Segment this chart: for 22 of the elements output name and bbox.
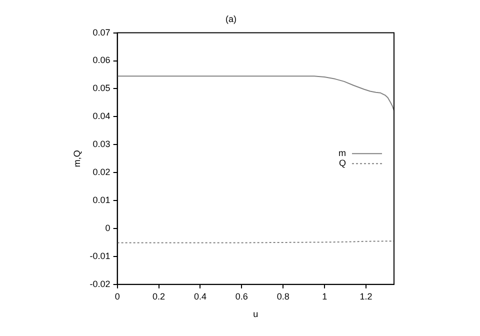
chart-title: (a): [226, 14, 236, 24]
x-tick-label: 0: [114, 291, 120, 302]
y-tick-label: -0.01: [90, 250, 110, 261]
x-tick-label: 0.4: [194, 291, 206, 302]
x-tick-label: 0.8: [276, 291, 290, 302]
x-tick-label: 1.2: [360, 291, 372, 302]
y-tick-label: -0.02: [90, 278, 110, 289]
x-tick-label: 1: [322, 291, 328, 302]
x-tick-label: 0.6: [235, 291, 248, 302]
y-tick-label: 0.07: [92, 27, 110, 38]
y-axis-title: m,Q: [72, 150, 82, 168]
legend-label: Q: [338, 158, 346, 168]
y-tick-label: 0.06: [92, 55, 110, 66]
y-tick-label: 0.05: [92, 83, 110, 94]
x-tick-label: 0.2: [152, 291, 166, 302]
y-tick-label: 0: [105, 222, 110, 233]
y-tick-label: 0.01: [92, 195, 110, 206]
x-axis-title: u: [253, 309, 258, 320]
y-tick-label: 0.03: [92, 139, 110, 150]
y-tick-label: 0.02: [92, 167, 110, 178]
y-tick-label: 0.04: [92, 111, 110, 122]
legend-label: m: [338, 148, 346, 158]
